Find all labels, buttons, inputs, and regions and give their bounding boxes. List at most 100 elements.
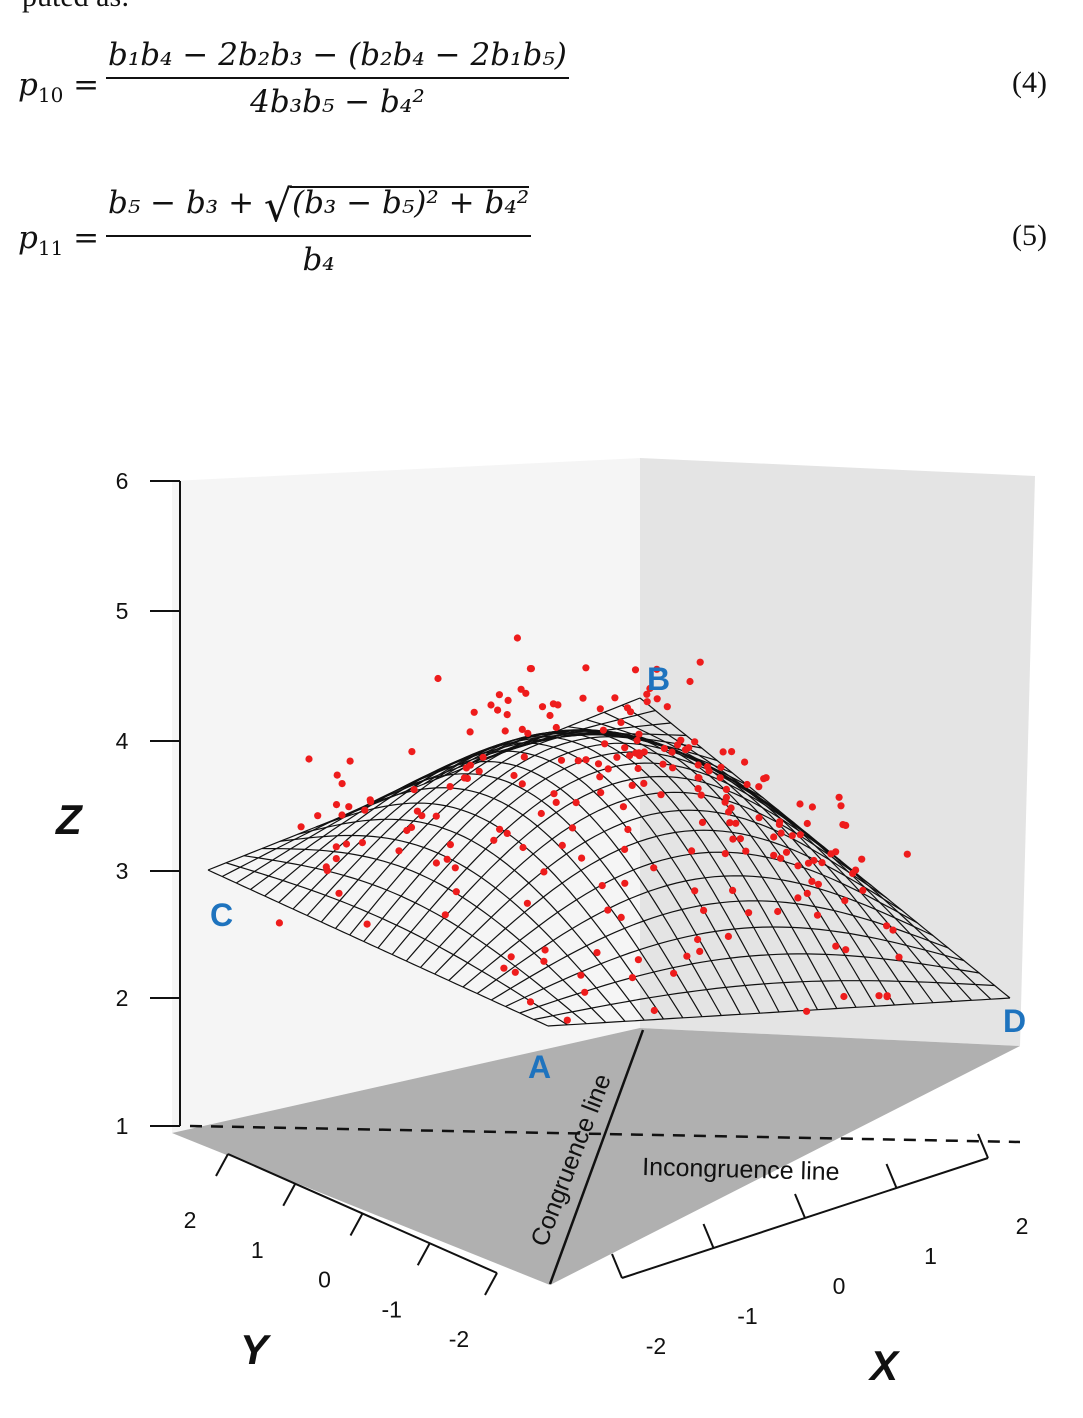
data-point xyxy=(726,819,734,827)
data-point xyxy=(418,812,426,820)
data-point xyxy=(513,634,522,642)
data-point xyxy=(598,882,606,890)
x-tick-label: 2 xyxy=(1016,1213,1029,1239)
data-point xyxy=(794,894,802,902)
data-point xyxy=(729,886,737,894)
equation-5-denominator: b₄ xyxy=(302,242,335,278)
data-point xyxy=(538,703,547,711)
data-point xyxy=(803,1007,811,1015)
equation-4-numerator: b₁b₄ − 2b₂b₃ − (b₂b₄ − 2b₁b₅) xyxy=(108,37,567,73)
data-point xyxy=(670,969,678,977)
equation-5: p11 = b₅ − b₃ + √(b₃ − b₅)² + b₄² b₄ (5) xyxy=(18,185,1065,295)
data-point xyxy=(451,864,459,872)
data-point xyxy=(725,808,733,816)
mesh-line xyxy=(207,697,641,871)
data-point xyxy=(803,889,811,897)
data-point xyxy=(717,763,725,771)
mesh-line xyxy=(547,997,1011,1027)
data-point xyxy=(363,920,371,928)
data-point xyxy=(367,798,375,806)
data-point xyxy=(703,763,712,771)
data-point xyxy=(832,942,840,950)
data-point xyxy=(470,708,478,716)
data-point xyxy=(728,748,736,756)
data-point xyxy=(579,694,587,702)
data-point xyxy=(432,812,440,820)
data-point xyxy=(674,741,682,749)
data-point xyxy=(653,665,661,673)
data-point xyxy=(604,906,612,914)
intro-text: puted as: xyxy=(22,0,129,14)
mesh-line xyxy=(490,900,949,1001)
data-point xyxy=(510,771,518,780)
data-point xyxy=(796,800,804,808)
data-point xyxy=(577,971,585,979)
data-point xyxy=(694,761,702,769)
data-point xyxy=(495,691,503,699)
data-point xyxy=(803,819,811,828)
z-tick-label: 6 xyxy=(116,468,129,494)
data-point xyxy=(719,748,727,756)
y-tick-label: -1 xyxy=(382,1296,402,1322)
data-point xyxy=(721,850,729,858)
y-tick xyxy=(215,1153,229,1177)
equation-4: p10 = b₁b₄ − 2b₂b₃ − (b₂b₄ − 2b₁b₅) 4b₃b… xyxy=(18,40,1065,150)
data-point xyxy=(660,744,669,753)
data-point xyxy=(895,953,903,961)
mesh-line xyxy=(505,926,964,1008)
data-point xyxy=(466,728,474,736)
data-point xyxy=(770,851,778,859)
data-point xyxy=(460,774,468,782)
data-point xyxy=(520,753,528,761)
data-point xyxy=(275,919,283,927)
mesh-line xyxy=(448,829,903,981)
data-point xyxy=(700,906,708,914)
data-point xyxy=(507,953,515,961)
x-axis-label: X xyxy=(868,1342,901,1389)
data-point xyxy=(634,764,642,773)
x-tick xyxy=(611,1253,623,1279)
data-point xyxy=(604,765,612,773)
mesh-line xyxy=(377,751,826,949)
data-point xyxy=(859,886,867,894)
data-point xyxy=(540,957,548,965)
data-point xyxy=(669,764,677,772)
data-point xyxy=(342,840,351,848)
data-point xyxy=(742,847,750,855)
data-point xyxy=(550,790,558,798)
data-point xyxy=(332,855,340,863)
data-point xyxy=(770,833,778,841)
congruence-line xyxy=(548,1029,645,1285)
data-point xyxy=(617,913,625,921)
data-point xyxy=(631,666,640,674)
data-point xyxy=(729,835,737,843)
data-point xyxy=(446,783,454,791)
data-point xyxy=(841,897,849,905)
data-point xyxy=(777,829,785,837)
data-point xyxy=(297,823,305,831)
data-point xyxy=(500,964,508,972)
data-point xyxy=(522,689,530,697)
data-point xyxy=(503,711,511,719)
data-point xyxy=(518,780,526,788)
x-tick xyxy=(702,1223,715,1249)
data-point xyxy=(333,771,341,779)
data-point xyxy=(501,727,509,735)
data-point xyxy=(446,841,454,849)
data-point xyxy=(849,869,857,878)
data-point xyxy=(361,806,369,814)
data-point xyxy=(650,1006,658,1015)
z-tick-label: 1 xyxy=(116,1113,129,1139)
data-points xyxy=(275,634,911,1024)
data-point xyxy=(599,726,608,734)
data-point xyxy=(496,825,504,833)
data-point xyxy=(808,877,816,885)
data-point xyxy=(835,793,843,801)
mesh-line xyxy=(349,736,795,936)
data-point xyxy=(796,831,804,839)
data-point xyxy=(640,779,648,787)
z-axis: 6 5 4 3 2 1 xyxy=(116,468,181,1139)
data-point xyxy=(563,1016,571,1024)
data-point xyxy=(619,803,628,811)
data-point xyxy=(305,755,313,763)
